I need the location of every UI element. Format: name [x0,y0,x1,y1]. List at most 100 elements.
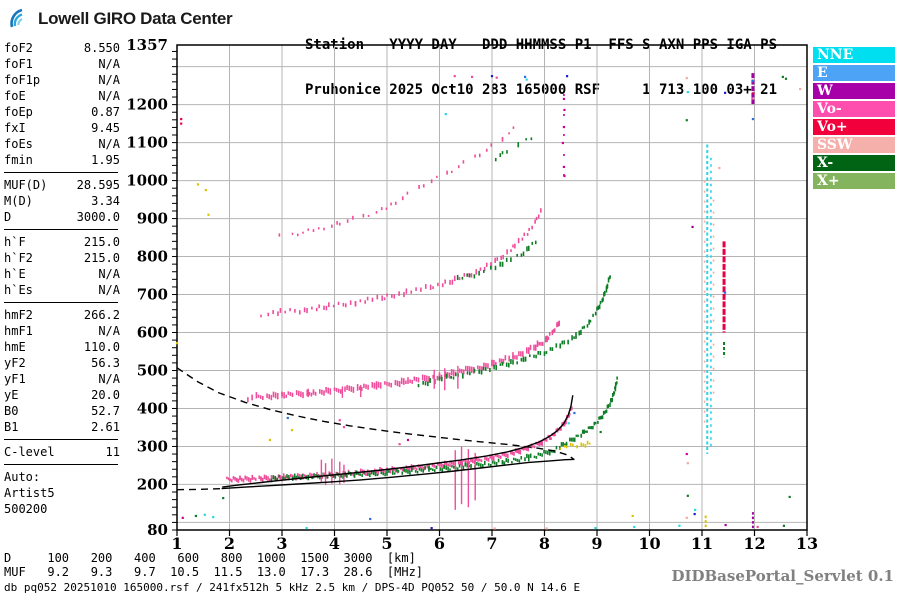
param-value: 0.87 [91,105,120,119]
echo-dot-F-2hop-X [571,335,573,341]
echo-dot-F-2hop-O [405,380,407,385]
echo-dot-F-4hop-X [499,153,502,157]
noise-speck [567,422,570,425]
echo-dot-F-1hop-O [560,426,562,431]
param-label: 500200 [4,502,48,516]
echo-dot-F-1hop-X [272,475,275,480]
echo-dot-F-1hop-X [547,450,549,455]
echo-dot-F-2hop-O [333,387,336,391]
echo-dot-F-1hop-O [525,446,528,451]
param-hmf2: hmF2 266.2 [4,307,120,323]
echo-dot-F-1hop-X [397,469,400,473]
param-value: 20.0 [91,388,120,402]
x-axis-label: 9 [591,534,602,553]
echo-dot-F-4hop-O [457,165,460,169]
echo-dot-F-1hop-O [498,455,500,459]
echo-dot-F-1hop-O [431,463,434,467]
echo-dot-F-2hop-O [557,321,559,327]
giro-logo[interactable]: Lowell GIRO Data Center [8,7,233,31]
echo-dot-F-4hop-O [375,211,378,214]
echo-dot-F-1hop-O [237,478,240,483]
noise-speck [724,523,727,527]
echo-dot-F-2hop-X [563,340,565,345]
echo-dot-F-1hop-X [535,456,538,459]
echo-dot-F-1hop-O [491,455,493,461]
echo-dot-F-2hop-O [518,351,520,357]
echo-dot-F-4hop-O [436,175,438,178]
echo-dot-F-2hop-O [498,358,501,363]
echo-dot-F-1hop-X [382,472,384,476]
spread-spike [460,446,463,505]
echo-dot-F-1hop-O [426,463,429,469]
echo-dot-F-4hop-O [446,170,448,175]
noise-speck [196,183,200,186]
echo-dot-F-2hop-X [601,298,603,303]
echo-dot-F-3hop-X [456,274,459,280]
echo-dot-F-1hop-O [422,466,425,471]
echo-dot-F-1hop-X [564,443,566,446]
echo-dot-F-3hop-O [453,275,456,282]
noise-speck [563,108,566,112]
echo-dot-F-1hop-X [599,416,602,420]
echo-dot-F-1hop-O [354,470,357,474]
noise-speck [175,342,179,345]
noise-speck [453,75,456,78]
param-label: fxI [4,121,26,135]
echo-dot-F-1hop-O [407,466,409,472]
echo-dot-F-2hop-O [259,395,262,399]
param-foes: foEs N/A [4,136,120,152]
echo-dot-F-1hop-X [391,470,394,475]
echo-dot-F-1hop-X [615,381,618,385]
param-foep: foEp 0.87 [4,104,120,120]
echo-dot-F-3hop-O [502,254,504,260]
echo-dot-F-1hop-O [503,452,506,457]
echo-dot-F-2hop-O [520,351,522,357]
echo-dot-F-1hop-O [475,456,478,461]
y-axis-label: 1357 [126,36,168,54]
echo-dot-F-3hop-O [500,255,502,260]
echo-dot-F-3hop-X [510,257,512,263]
y-axis-label: 800 [137,248,168,266]
echo-dot-F-2hop-O [471,366,473,373]
echo-dot-F-1hop-O [270,475,273,479]
echo-dot-F-2hop-O [546,335,548,343]
param-value: 28.595 [76,178,120,192]
echo-dot-F-1hop-X [577,434,579,438]
echo-dot-F-1hop-O [379,466,381,472]
param-label: B0 [4,404,19,418]
echo-dot-F-1hop-O [438,462,441,467]
echo-dot-F-1hop-X [470,465,472,469]
echo-dot-F-1hop-X [529,453,532,458]
param-value: N/A [98,73,120,87]
echo-dot-F-3hop-O [510,249,512,253]
param-label: foE [4,89,26,103]
echo-dot-F-2hop-O [432,374,434,379]
echo-dot-F-2hop-X [473,368,476,373]
echo-dot-F-3hop-O [366,296,369,301]
param-label: Artist5 [4,486,55,500]
echo-dot-F-2hop-O [398,381,401,388]
noise-speck [751,97,754,101]
noise-speck [470,75,474,79]
echo-dot-F-2hop-O [287,391,290,395]
legend-item-x: X- [813,155,895,171]
echo-dot-F-1hop-X [575,434,578,437]
echo-dot-F-1hop-O [447,463,450,466]
echo-dot-F-1hop-X [587,426,590,430]
echo-dot-F-2hop-O [312,391,315,395]
echo-dot-F-1hop-O [419,465,422,469]
echo-dot-F-1hop-X [445,465,447,470]
spread-spike [360,384,362,398]
echo-dot-F-1hop-O [519,449,522,455]
echo-dot-F-1hop-O [284,475,287,479]
param-separator [4,439,118,440]
echo-dot-F-1hop-X [307,476,310,481]
echo-dot-F-1hop-X [468,465,470,468]
echo-dot-F-2hop-O [394,379,397,386]
echo-dot-F-2hop-O [479,365,481,371]
noise-speck [718,166,721,170]
param-yf2: yF2 56.3 [4,355,120,371]
echo-dot-F-1hop-X [430,467,432,471]
noise-speck [678,524,681,527]
echo-dot-F-2hop-X [592,313,594,317]
